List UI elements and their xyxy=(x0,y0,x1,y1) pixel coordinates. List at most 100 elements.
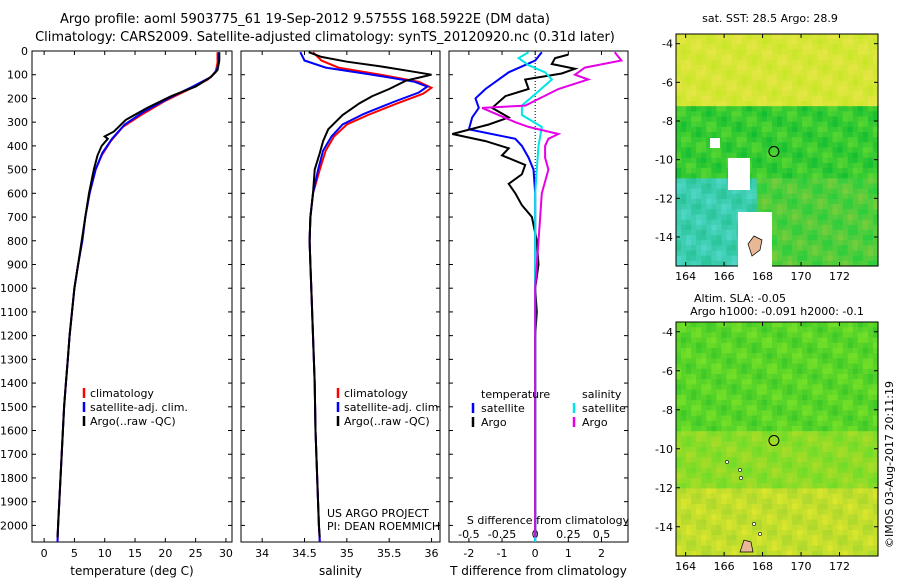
sst_map-cell xyxy=(797,157,803,164)
sst_map-cell xyxy=(741,85,748,92)
sla_map-cell xyxy=(766,400,773,406)
sst_map-cell xyxy=(852,224,859,231)
sst_map-cell xyxy=(792,260,798,267)
sst_map-cell xyxy=(827,70,834,76)
sla_map-cell xyxy=(857,394,864,401)
sst_map-cell xyxy=(822,168,829,174)
sst_map-cell xyxy=(716,106,723,112)
sla_map-cell xyxy=(832,327,839,333)
sst_map-ytick-label: -14 xyxy=(655,231,673,244)
sst_map-cell xyxy=(847,85,854,92)
sla_map-cell xyxy=(726,358,733,365)
sst_map-cell xyxy=(716,235,723,241)
sst_map-cell xyxy=(676,260,682,267)
sst_map-cell xyxy=(832,70,839,76)
sst_map-cell xyxy=(822,142,829,149)
sla_map-cell xyxy=(792,530,798,536)
sla_map-cell xyxy=(827,504,834,510)
sst_map-cell xyxy=(837,34,844,40)
sst_map-cell xyxy=(852,59,859,66)
sst_map-cell xyxy=(696,80,702,87)
sla_map-cell xyxy=(721,400,728,406)
sst_map-cell xyxy=(746,95,753,102)
sla_map-cell xyxy=(867,342,874,349)
sla_map-cell xyxy=(787,467,793,474)
sst_map-cell xyxy=(867,224,874,231)
sla_map-cell xyxy=(872,353,879,359)
sst_map-cell xyxy=(797,80,803,87)
legend-header-salinity: salinity xyxy=(582,388,622,401)
sla_map-cell xyxy=(761,368,768,375)
sla_map-cell xyxy=(782,483,788,489)
sst_map-cell xyxy=(751,54,758,61)
sst_map-cell xyxy=(822,157,829,164)
difference-series-temperature-satellite xyxy=(467,51,543,542)
sst_map-cell xyxy=(807,39,813,45)
sst_map-cell xyxy=(827,34,834,40)
sst_map-cell xyxy=(716,49,723,56)
sla_map-cell xyxy=(686,446,692,453)
sla_map-cell xyxy=(721,472,728,479)
sst_map-cell xyxy=(792,126,798,133)
sla_map-cell xyxy=(691,535,697,541)
sla_map-cell xyxy=(787,472,793,479)
sla_map-cell xyxy=(827,405,834,411)
sst_map-cell xyxy=(711,85,717,92)
sla_map-cell xyxy=(696,358,702,365)
sst_map-cell xyxy=(681,34,687,40)
sst_map-cell xyxy=(832,85,839,92)
sst_map-cell xyxy=(731,137,738,143)
sla-map-title-2: Argo h1000: -0.091 h2000: -0.1 xyxy=(690,305,864,318)
sla_map-cell xyxy=(852,358,859,365)
sla_map-cell xyxy=(817,394,824,401)
sst_map-cell xyxy=(777,260,783,267)
sla_map-cell xyxy=(761,415,768,422)
sst_map-cell xyxy=(852,188,859,195)
sla_map-cell xyxy=(872,368,879,375)
sla_map-cell xyxy=(797,478,803,484)
sst_map-cell xyxy=(862,178,869,185)
sla_map-cell xyxy=(847,368,854,375)
sla_map-cell xyxy=(726,504,733,510)
sla_map-cell xyxy=(792,524,798,531)
sla_map-cell xyxy=(797,426,803,432)
sla_map-cell xyxy=(857,519,864,526)
sla_map-cell xyxy=(741,358,748,365)
sla_map-cell xyxy=(761,504,768,510)
sst_map-cell xyxy=(731,75,738,81)
sst_map-cell xyxy=(696,152,702,159)
sla_map-cell xyxy=(741,342,748,349)
sla_map-cell xyxy=(686,545,692,552)
sla_map-cell xyxy=(741,400,748,406)
sst_map-cell xyxy=(716,59,723,66)
sla_map-cell xyxy=(847,426,854,432)
sst_map-cell xyxy=(872,90,879,97)
sst_map-cell xyxy=(802,240,808,246)
sst_map-cell xyxy=(807,178,813,185)
sst_map-cell xyxy=(686,116,692,123)
sla_map-cell xyxy=(782,332,788,339)
sla_map-cell xyxy=(782,452,788,458)
sst_map-cell xyxy=(817,255,824,262)
sla_map-cell xyxy=(696,514,702,521)
sst_map-cell xyxy=(802,126,808,133)
sst_map-cell xyxy=(817,126,824,133)
sla_map-cell xyxy=(766,431,773,437)
sla_map-cell xyxy=(676,545,682,552)
sla_map-cell xyxy=(817,472,824,479)
sla_map-cell xyxy=(766,457,773,463)
sla_map-cell xyxy=(706,524,712,531)
sla_map-cell xyxy=(797,358,803,365)
sst_map-cell xyxy=(802,219,808,226)
sst_map-cell xyxy=(857,260,864,267)
sst_map-cell xyxy=(761,204,768,210)
sst_map-cell xyxy=(872,95,879,102)
sst_map-cell xyxy=(716,204,723,210)
sla_map-cell xyxy=(691,483,697,489)
sst_map-cell xyxy=(681,121,687,128)
sst_map-cell xyxy=(696,126,702,133)
sst_map-cell xyxy=(857,255,864,262)
sst_map-cell xyxy=(842,255,849,262)
sst_map-cell xyxy=(792,157,798,164)
sla_map-cell xyxy=(681,452,687,458)
